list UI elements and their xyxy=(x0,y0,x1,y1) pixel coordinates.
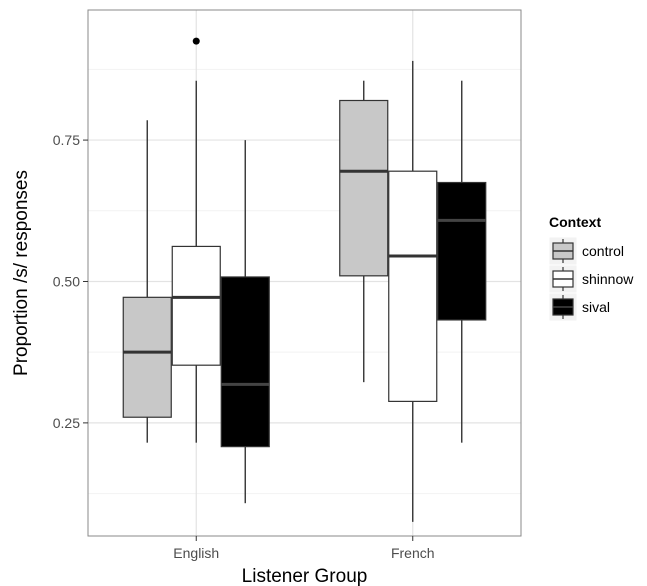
x-tick-label: English xyxy=(173,545,219,561)
legend-label: control xyxy=(582,243,624,259)
legend-item-shinnow: shinnow xyxy=(548,264,634,294)
y-tick-label: 0.50 xyxy=(53,273,80,289)
box-sival-english xyxy=(220,140,270,504)
x-axis-title: Listener Group xyxy=(242,566,368,586)
box-series-layer xyxy=(122,37,487,522)
box-iqr xyxy=(122,296,172,418)
box-iqr xyxy=(388,170,438,402)
axes: 0.25 0.50 0.75 English French xyxy=(53,132,435,561)
legend-label: shinnow xyxy=(582,271,634,287)
y-tick-label: 0.25 xyxy=(53,415,80,431)
box-sival-french xyxy=(437,80,487,443)
y-tick-label: 0.75 xyxy=(53,132,80,148)
legend-title: Context xyxy=(549,214,601,230)
plot-border xyxy=(87,9,522,537)
box-control-english xyxy=(122,120,172,443)
y-axis-title: Proportion /s/ responses xyxy=(11,170,32,376)
box-iqr xyxy=(171,245,221,366)
box-shinnow-english xyxy=(171,37,221,443)
legend-item-control: control xyxy=(548,236,624,266)
legend-label: sival xyxy=(582,299,610,315)
outlier-point xyxy=(192,37,200,45)
box-shinnow-french xyxy=(388,60,438,522)
legend-item-sival: sival xyxy=(548,292,610,322)
box-control-french xyxy=(339,80,389,383)
box-iqr xyxy=(339,99,389,277)
legend: Context control shinnow sival xyxy=(548,214,634,322)
box-iqr xyxy=(220,276,270,448)
box-iqr xyxy=(437,181,487,321)
x-tick-label: French xyxy=(391,545,435,561)
